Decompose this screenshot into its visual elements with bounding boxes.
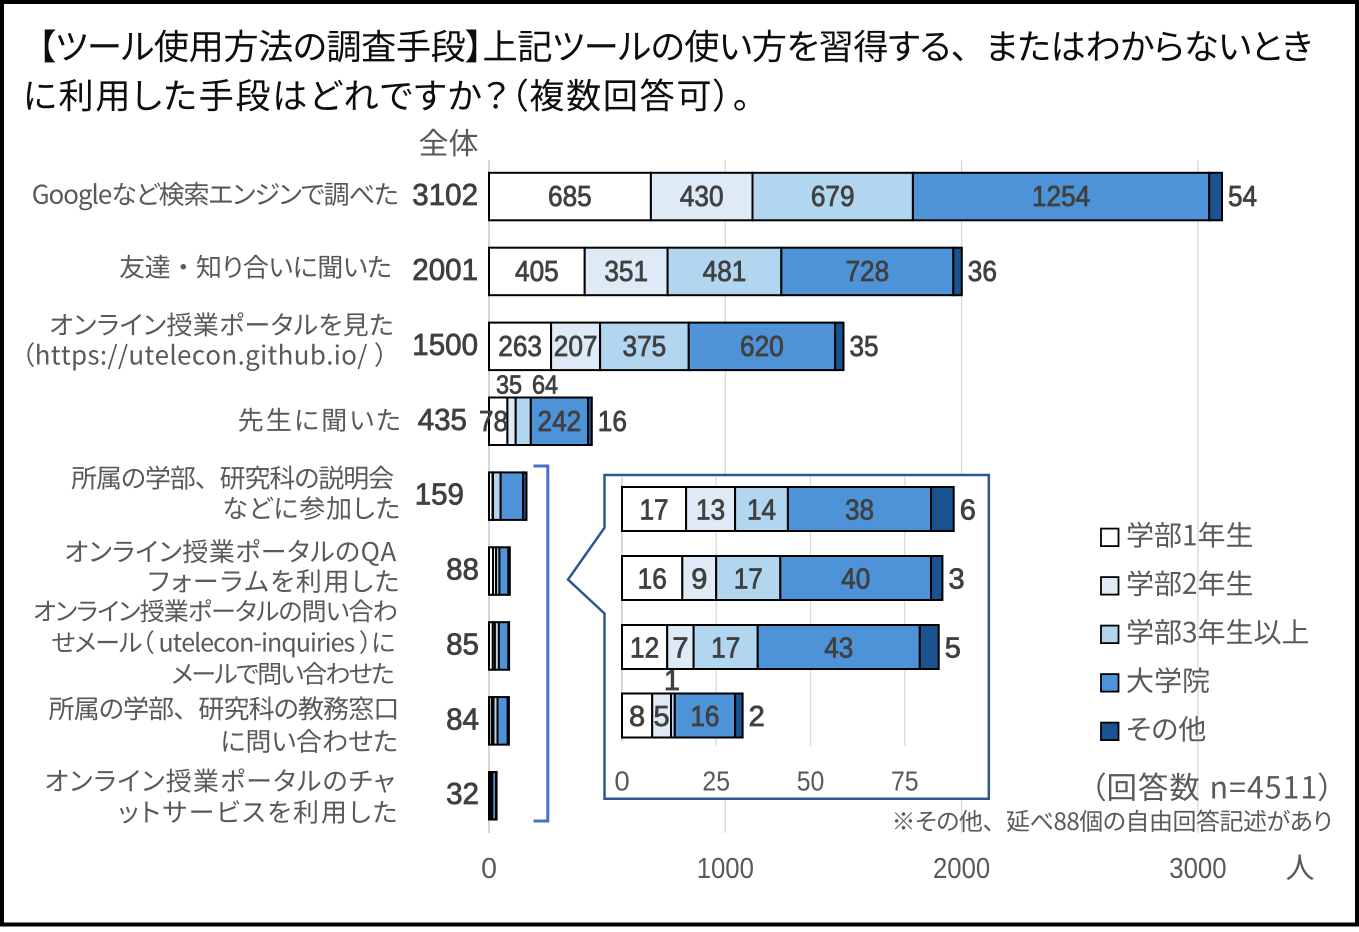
svg-text:17: 17	[711, 632, 740, 664]
svg-text:35: 35	[850, 331, 879, 363]
svg-text:1500: 1500	[412, 327, 478, 362]
svg-text:620: 620	[740, 331, 784, 363]
svg-text:5: 5	[945, 632, 961, 664]
svg-text:7: 7	[672, 632, 688, 664]
svg-text:84: 84	[446, 701, 479, 736]
svg-text:3000: 3000	[1169, 853, 1226, 885]
svg-text:9: 9	[691, 563, 707, 595]
svg-text:14: 14	[747, 494, 776, 526]
svg-text:64: 64	[532, 370, 558, 400]
svg-text:16: 16	[690, 701, 719, 733]
svg-text:375: 375	[623, 331, 667, 363]
svg-text:54: 54	[1228, 181, 1257, 213]
svg-text:207: 207	[554, 331, 598, 363]
svg-text:405: 405	[515, 256, 559, 288]
svg-text:3: 3	[949, 563, 965, 595]
svg-text:1254: 1254	[1032, 181, 1090, 213]
svg-text:351: 351	[604, 256, 648, 288]
svg-text:88: 88	[446, 551, 479, 586]
svg-text:17: 17	[734, 563, 763, 595]
svg-text:679: 679	[811, 181, 855, 213]
svg-text:8: 8	[629, 701, 645, 733]
svg-text:16: 16	[638, 563, 667, 595]
svg-text:159: 159	[415, 477, 464, 512]
svg-text:35: 35	[496, 370, 522, 400]
svg-text:0: 0	[481, 853, 497, 885]
svg-text:25: 25	[702, 766, 730, 797]
svg-text:1: 1	[664, 665, 680, 697]
svg-text:13: 13	[696, 494, 725, 526]
svg-text:2001: 2001	[412, 252, 478, 287]
svg-text:0: 0	[614, 766, 629, 797]
svg-text:75: 75	[891, 766, 919, 797]
svg-text:40: 40	[841, 563, 870, 595]
svg-text:6: 6	[960, 494, 976, 526]
svg-text:43: 43	[824, 632, 853, 664]
svg-text:12: 12	[630, 632, 659, 664]
svg-text:481: 481	[703, 256, 747, 288]
svg-text:78: 78	[479, 406, 508, 438]
svg-text:36: 36	[968, 256, 997, 288]
svg-text:2: 2	[749, 701, 765, 733]
svg-text:1000: 1000	[697, 853, 754, 885]
svg-text:728: 728	[845, 256, 889, 288]
svg-text:38: 38	[845, 494, 874, 526]
svg-text:435: 435	[418, 402, 467, 437]
svg-text:16: 16	[598, 406, 627, 438]
svg-text:430: 430	[680, 181, 724, 213]
svg-text:5: 5	[654, 701, 670, 733]
svg-text:3102: 3102	[412, 177, 478, 212]
svg-text:32: 32	[446, 776, 479, 811]
svg-text:263: 263	[498, 331, 542, 363]
svg-text:2000: 2000	[933, 853, 990, 885]
svg-text:85: 85	[446, 626, 479, 661]
svg-text:242: 242	[538, 406, 582, 438]
svg-text:50: 50	[797, 766, 825, 797]
svg-text:17: 17	[639, 494, 668, 526]
svg-text:685: 685	[548, 181, 592, 213]
